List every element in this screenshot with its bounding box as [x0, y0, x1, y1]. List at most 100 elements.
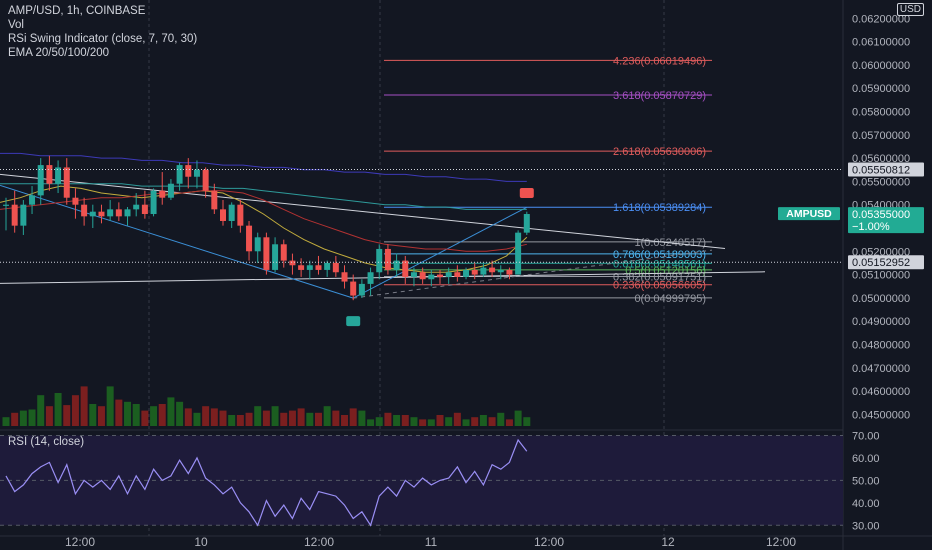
candle-body — [124, 209, 131, 217]
time-axis-label: 12:00 — [766, 535, 796, 549]
candle-body — [445, 272, 452, 277]
candle-body — [419, 272, 426, 280]
volume-bar — [471, 417, 479, 426]
volume-bar — [479, 415, 487, 426]
volume-bar — [271, 406, 279, 426]
price-axis-label: 0.06000000 — [852, 60, 910, 72]
volume-bar — [401, 415, 409, 426]
price-axis-label: 0.05000000 — [852, 293, 910, 305]
volume-bar — [37, 395, 45, 426]
symbol-title[interactable]: AMP/USD, 1h, COINBASE — [8, 5, 146, 17]
price-tag-label: 0.05152952 — [852, 257, 910, 269]
fib-level-label: 3.618(0.05870729) — [613, 90, 706, 102]
volume-bar — [176, 401, 184, 426]
fib-level-label: 0.236(0.05056605) — [613, 280, 706, 292]
candle-body — [63, 167, 70, 198]
fib-level-label: 0.618(0.05148561) — [613, 258, 706, 270]
volume-bar — [63, 405, 71, 426]
candle-body — [480, 267, 487, 275]
fib-level-label: 1.618(0.05389284) — [613, 202, 706, 214]
price-tag-label: 0.05550812 — [852, 165, 910, 177]
candle-body — [497, 269, 504, 273]
candle-body — [254, 237, 261, 252]
volume-bar — [262, 410, 270, 426]
volume-bar — [184, 408, 192, 426]
candle-body — [211, 190, 218, 210]
volume-bar — [236, 415, 244, 426]
volume-bar — [19, 410, 27, 426]
candle-body — [280, 244, 287, 261]
candle-body — [454, 272, 461, 277]
price-axis-label: 0.05700000 — [852, 130, 910, 142]
volume-label[interactable]: Vol — [8, 19, 24, 31]
volume-bar — [97, 406, 105, 426]
price-axis-label: 0.04600000 — [852, 386, 910, 398]
candle-body — [220, 209, 226, 221]
candle-body — [37, 165, 44, 196]
volume-bar — [141, 410, 149, 426]
rsi-band — [0, 435, 843, 526]
volume-bar — [245, 412, 253, 426]
current-price-tag — [848, 207, 924, 234]
candle-body — [315, 265, 322, 270]
candle-body — [376, 248, 383, 273]
candle-body — [185, 165, 192, 177]
rsi-line — [5, 438, 528, 527]
volume-bar — [427, 419, 435, 426]
candle-body — [471, 269, 478, 275]
price-axis-label: 0.05100000 — [852, 270, 910, 282]
symbol-tag — [778, 207, 840, 221]
candle-body — [150, 190, 157, 215]
rsi-axis-label: 40.00 — [852, 498, 880, 510]
volume-bar — [384, 412, 392, 426]
price-axis-label: 0.06100000 — [852, 37, 910, 49]
volume-bar — [2, 417, 10, 426]
candle-body — [133, 204, 140, 210]
volume-bar — [445, 417, 453, 426]
volume-bar — [228, 415, 236, 426]
volume-bar — [505, 419, 513, 426]
volume-bar — [297, 408, 305, 426]
candle-body — [159, 190, 166, 198]
ema-line — [0, 183, 527, 210]
candle-body — [463, 269, 470, 277]
volume-bar — [367, 419, 375, 426]
candle-body — [306, 265, 313, 270]
ema-line — [0, 185, 528, 273]
currency-button[interactable]: USD — [896, 3, 924, 16]
volume-bar — [393, 415, 401, 426]
volume-bar — [288, 410, 296, 426]
candle-body — [141, 204, 148, 215]
candle-body — [428, 274, 435, 280]
rsi-axis-label: 50.00 — [852, 475, 880, 487]
candle-body — [324, 262, 331, 270]
volume-bar — [28, 409, 36, 426]
candle-body — [410, 272, 417, 277]
rsi-axis-label: 60.00 — [852, 453, 880, 465]
volume-bar — [375, 417, 383, 426]
volume-bar — [332, 410, 340, 426]
volume-bar — [132, 404, 140, 426]
candle-body — [20, 204, 27, 226]
candle-body — [263, 237, 270, 270]
rsi-axis-label: 70.00 — [852, 430, 880, 442]
volume-bar — [341, 415, 349, 426]
candle-body — [55, 167, 62, 184]
volume-bar — [358, 410, 366, 426]
rsi-swing-indicator-label[interactable]: RSi Swing Indicator (close, 7, 70, 30) — [8, 33, 198, 45]
candle-body — [246, 225, 253, 252]
fib-level-label: 0.786(0.05189003) — [613, 249, 706, 261]
ema-label[interactable]: EMA 20/50/100/200 — [8, 47, 110, 59]
fib-level-label: 0(0.04999795) — [634, 293, 706, 305]
candle-body — [523, 214, 530, 233]
candle-body — [202, 169, 209, 191]
candle-body — [384, 248, 391, 270]
volume-bar — [11, 412, 19, 426]
signal-marker-long — [346, 316, 361, 327]
volume-bar — [202, 406, 210, 426]
candle-body — [298, 265, 305, 270]
price-axis-label: 0.04800000 — [852, 339, 910, 351]
rsi-legend[interactable]: RSI (14, close) — [8, 436, 85, 448]
price-axis-label: 0.05600000 — [852, 153, 910, 165]
